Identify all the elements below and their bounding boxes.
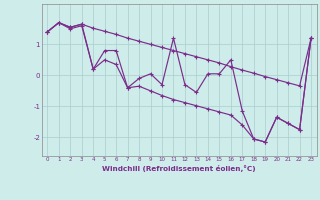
X-axis label: Windchill (Refroidissement éolien,°C): Windchill (Refroidissement éolien,°C) [102,165,256,172]
